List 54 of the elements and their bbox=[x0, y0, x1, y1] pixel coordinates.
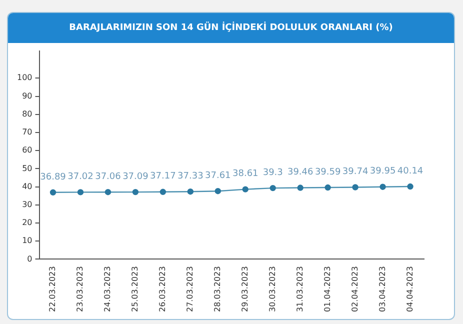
point bbox=[380, 184, 386, 190]
y-tick-label: 30 bbox=[22, 200, 32, 209]
point bbox=[297, 184, 304, 191]
x-tick-label: 23.03.2023 bbox=[76, 266, 85, 312]
point bbox=[77, 189, 84, 196]
data-label: 37.61 bbox=[205, 170, 231, 181]
y-tick-label: 0 bbox=[27, 254, 32, 264]
x-tick-label: 01.04.2023 bbox=[322, 266, 332, 312]
x-tick-label: 03.04.2023 bbox=[378, 266, 387, 312]
chart-title: BARAJLARIMIZIN SON 14 GÜN İÇİNDEKİ DOLULUK ORANLARI (%) bbox=[8, 13, 454, 43]
y-tick-label: 80 bbox=[22, 109, 32, 118]
x-tick-label: 02.04.2023 bbox=[350, 266, 360, 312]
x-tick-label: 31.03.2023 bbox=[295, 266, 304, 312]
data-label: 40.14 bbox=[397, 166, 424, 176]
x-tick-label: 26.03.2023 bbox=[158, 266, 168, 312]
point bbox=[214, 188, 221, 194]
data-label: 39.59 bbox=[314, 167, 341, 178]
point bbox=[187, 188, 194, 195]
data-label: 37.02 bbox=[68, 172, 94, 182]
data-label: 39.95 bbox=[370, 166, 396, 177]
point bbox=[104, 189, 112, 196]
data-label: 36.89 bbox=[40, 172, 66, 182]
x-tick-label: 04.04.2023 bbox=[405, 266, 414, 312]
x-tick-label: 30.03.2023 bbox=[268, 266, 277, 312]
data-label: 38.61 bbox=[232, 169, 258, 180]
data-label: 37.06 bbox=[95, 172, 122, 182]
data-label: 39.3 bbox=[262, 168, 283, 178]
data-label: 37.17 bbox=[150, 172, 176, 182]
y-tick-label: 10 bbox=[22, 236, 32, 246]
point bbox=[324, 184, 331, 191]
x-tick-label: 28.03.2023 bbox=[212, 266, 222, 312]
point bbox=[270, 184, 276, 192]
x-tick-label: 27.03.2023 bbox=[185, 266, 194, 312]
y-tick-label: 70 bbox=[22, 128, 32, 137]
point bbox=[352, 184, 358, 190]
point bbox=[50, 189, 56, 196]
y-tick-label: 50 bbox=[22, 164, 32, 173]
point bbox=[407, 183, 414, 190]
x-tick-label: 29.03.2023 bbox=[240, 266, 250, 312]
data-label: 37.33 bbox=[178, 171, 204, 182]
point bbox=[160, 188, 166, 196]
y-tick-label: 40 bbox=[22, 182, 32, 191]
point bbox=[132, 188, 139, 196]
x-tick-label: 24.03.2023 bbox=[103, 266, 112, 312]
y-tick-label: 90 bbox=[22, 91, 32, 100]
x-tick-label: 22.03.2023 bbox=[48, 266, 58, 312]
point bbox=[242, 186, 248, 192]
data-label: 39.46 bbox=[287, 168, 314, 178]
y-tick-label: 60 bbox=[22, 146, 32, 155]
y-tick-label: 100 bbox=[16, 73, 32, 82]
y-tick-label: 20 bbox=[22, 218, 32, 228]
data-label: 37.09 bbox=[122, 172, 149, 182]
data-label: 39.74 bbox=[342, 167, 368, 178]
x-tick-label: 25.03.2023 bbox=[130, 266, 140, 312]
